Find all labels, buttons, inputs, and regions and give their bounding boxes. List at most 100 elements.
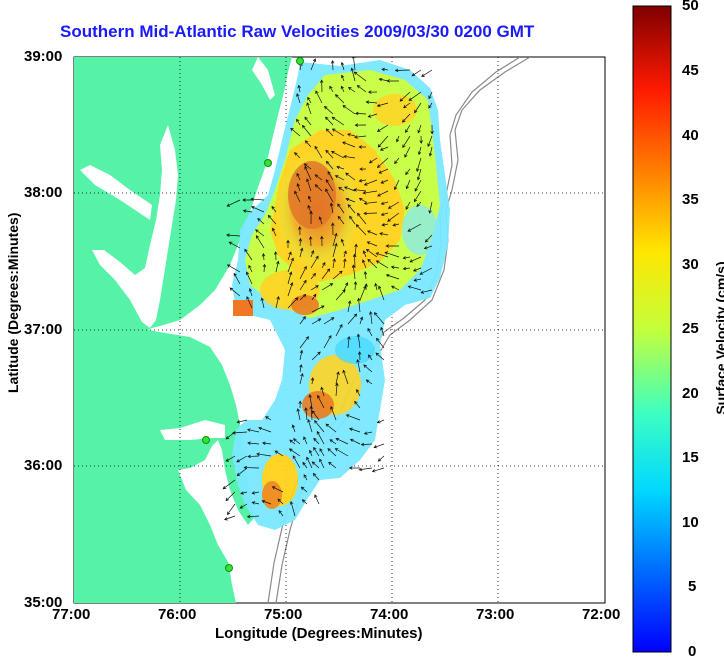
velocity-vector — [287, 282, 294, 297]
velocity-vector — [351, 57, 356, 71]
velocity-vector — [307, 418, 313, 433]
colorbar-tick: 10 — [682, 514, 699, 531]
x-tick: 76:00 — [158, 606, 197, 623]
velocity-vector — [357, 351, 362, 361]
velocity-vector — [298, 226, 302, 236]
velocity-vector — [356, 85, 367, 93]
velocity-vector — [255, 235, 265, 249]
velocity-vector — [226, 503, 236, 516]
velocity-vector — [343, 250, 347, 258]
velocity-vector — [362, 190, 378, 195]
velocity-vector — [258, 426, 272, 433]
velocity-vector — [242, 209, 253, 213]
velocity-vector — [240, 491, 248, 495]
velocity-vector — [301, 124, 312, 137]
velocity-vector — [354, 135, 367, 139]
velocity-vector — [402, 266, 411, 271]
y-axis-label: Latitude (Degrees:Minutes) — [5, 212, 21, 393]
velocity-vector — [342, 141, 356, 148]
velocity-vector — [242, 198, 253, 202]
velocity-vector — [294, 152, 301, 159]
velocity-vector — [332, 242, 338, 258]
velocity-vector — [355, 224, 367, 236]
velocity-vector — [414, 102, 422, 114]
radar-station-marker — [264, 159, 272, 167]
velocity-vector — [343, 282, 349, 291]
velocity-vector — [371, 467, 385, 473]
velocity-vector — [299, 336, 309, 349]
velocity-vector — [369, 310, 373, 325]
velocity-vector — [300, 486, 308, 493]
velocity-vector — [302, 461, 308, 469]
velocity-vector — [420, 289, 433, 294]
velocity-vector — [380, 212, 389, 216]
velocity-vector — [380, 326, 385, 337]
velocity-vector — [325, 116, 334, 126]
velocity-vector — [306, 178, 312, 192]
x-tick: 73:00 — [476, 606, 515, 623]
velocity-vector — [349, 215, 356, 225]
velocity-vector — [311, 410, 320, 421]
velocity-vector — [377, 135, 389, 148]
velocity-vector — [367, 230, 378, 236]
velocity-vector — [349, 438, 361, 445]
velocity-vector — [323, 105, 334, 115]
velocity-vector — [375, 352, 385, 361]
velocity-vector — [275, 260, 280, 273]
velocity-vector — [306, 456, 313, 469]
velocity-vector — [336, 165, 345, 170]
velocity-vector — [358, 179, 367, 183]
velocity-vector — [287, 271, 293, 285]
velocity-vector — [375, 337, 385, 349]
velocity-vector — [306, 102, 312, 115]
velocity-vector — [387, 201, 400, 209]
velocity-vector — [311, 293, 317, 301]
velocity-vector — [414, 179, 422, 192]
velocity-vector — [380, 179, 389, 184]
velocity-vector — [345, 197, 356, 203]
velocity-vector — [301, 499, 308, 505]
velocity-vector — [287, 257, 294, 273]
velocity-vector — [380, 201, 389, 205]
x-tick: 74:00 — [370, 606, 409, 623]
velocity-vector — [298, 237, 303, 247]
velocity-vector — [299, 316, 306, 325]
velocity-vector — [416, 168, 422, 181]
velocity-vector — [248, 288, 253, 297]
velocity-vector — [247, 441, 260, 445]
velocity-vector — [378, 77, 389, 82]
velocity-vector — [394, 179, 400, 191]
velocity-vector — [277, 498, 284, 505]
velocity-vector — [376, 419, 385, 424]
velocity-vector — [303, 163, 312, 170]
velocity-vector — [303, 474, 308, 481]
velocity-vector — [430, 124, 434, 135]
velocity-vector — [329, 85, 334, 93]
y-tick: 39:00 — [24, 48, 63, 65]
velocity-vector — [299, 364, 303, 373]
velocity-vector — [348, 86, 356, 93]
velocity-vector — [304, 165, 312, 181]
colorbar-tick: 20 — [682, 385, 699, 402]
velocity-vector — [368, 354, 373, 361]
velocity-vector — [309, 449, 313, 457]
y-tick: 38:00 — [24, 184, 63, 201]
velocity-vector — [354, 111, 367, 116]
velocity-vector — [386, 79, 400, 83]
velocity-vector — [344, 186, 356, 192]
velocity-vector — [353, 281, 358, 291]
velocity-vector — [354, 400, 361, 409]
velocity-field — [222, 57, 450, 530]
velocity-vector — [226, 233, 241, 237]
velocity-vector — [265, 416, 272, 421]
velocity-vector — [334, 448, 349, 457]
velocity-vector — [287, 251, 292, 261]
velocity-vector — [405, 201, 411, 210]
velocity-vector — [308, 394, 313, 409]
colorbar-tick: 35 — [682, 191, 699, 208]
velocity-vector — [419, 267, 433, 275]
velocity-vector — [288, 448, 301, 457]
map-title: Southern Mid-Atlantic Raw Velocities 200… — [60, 22, 535, 41]
velocity-vector — [357, 212, 367, 225]
velocity-vector — [378, 168, 389, 174]
